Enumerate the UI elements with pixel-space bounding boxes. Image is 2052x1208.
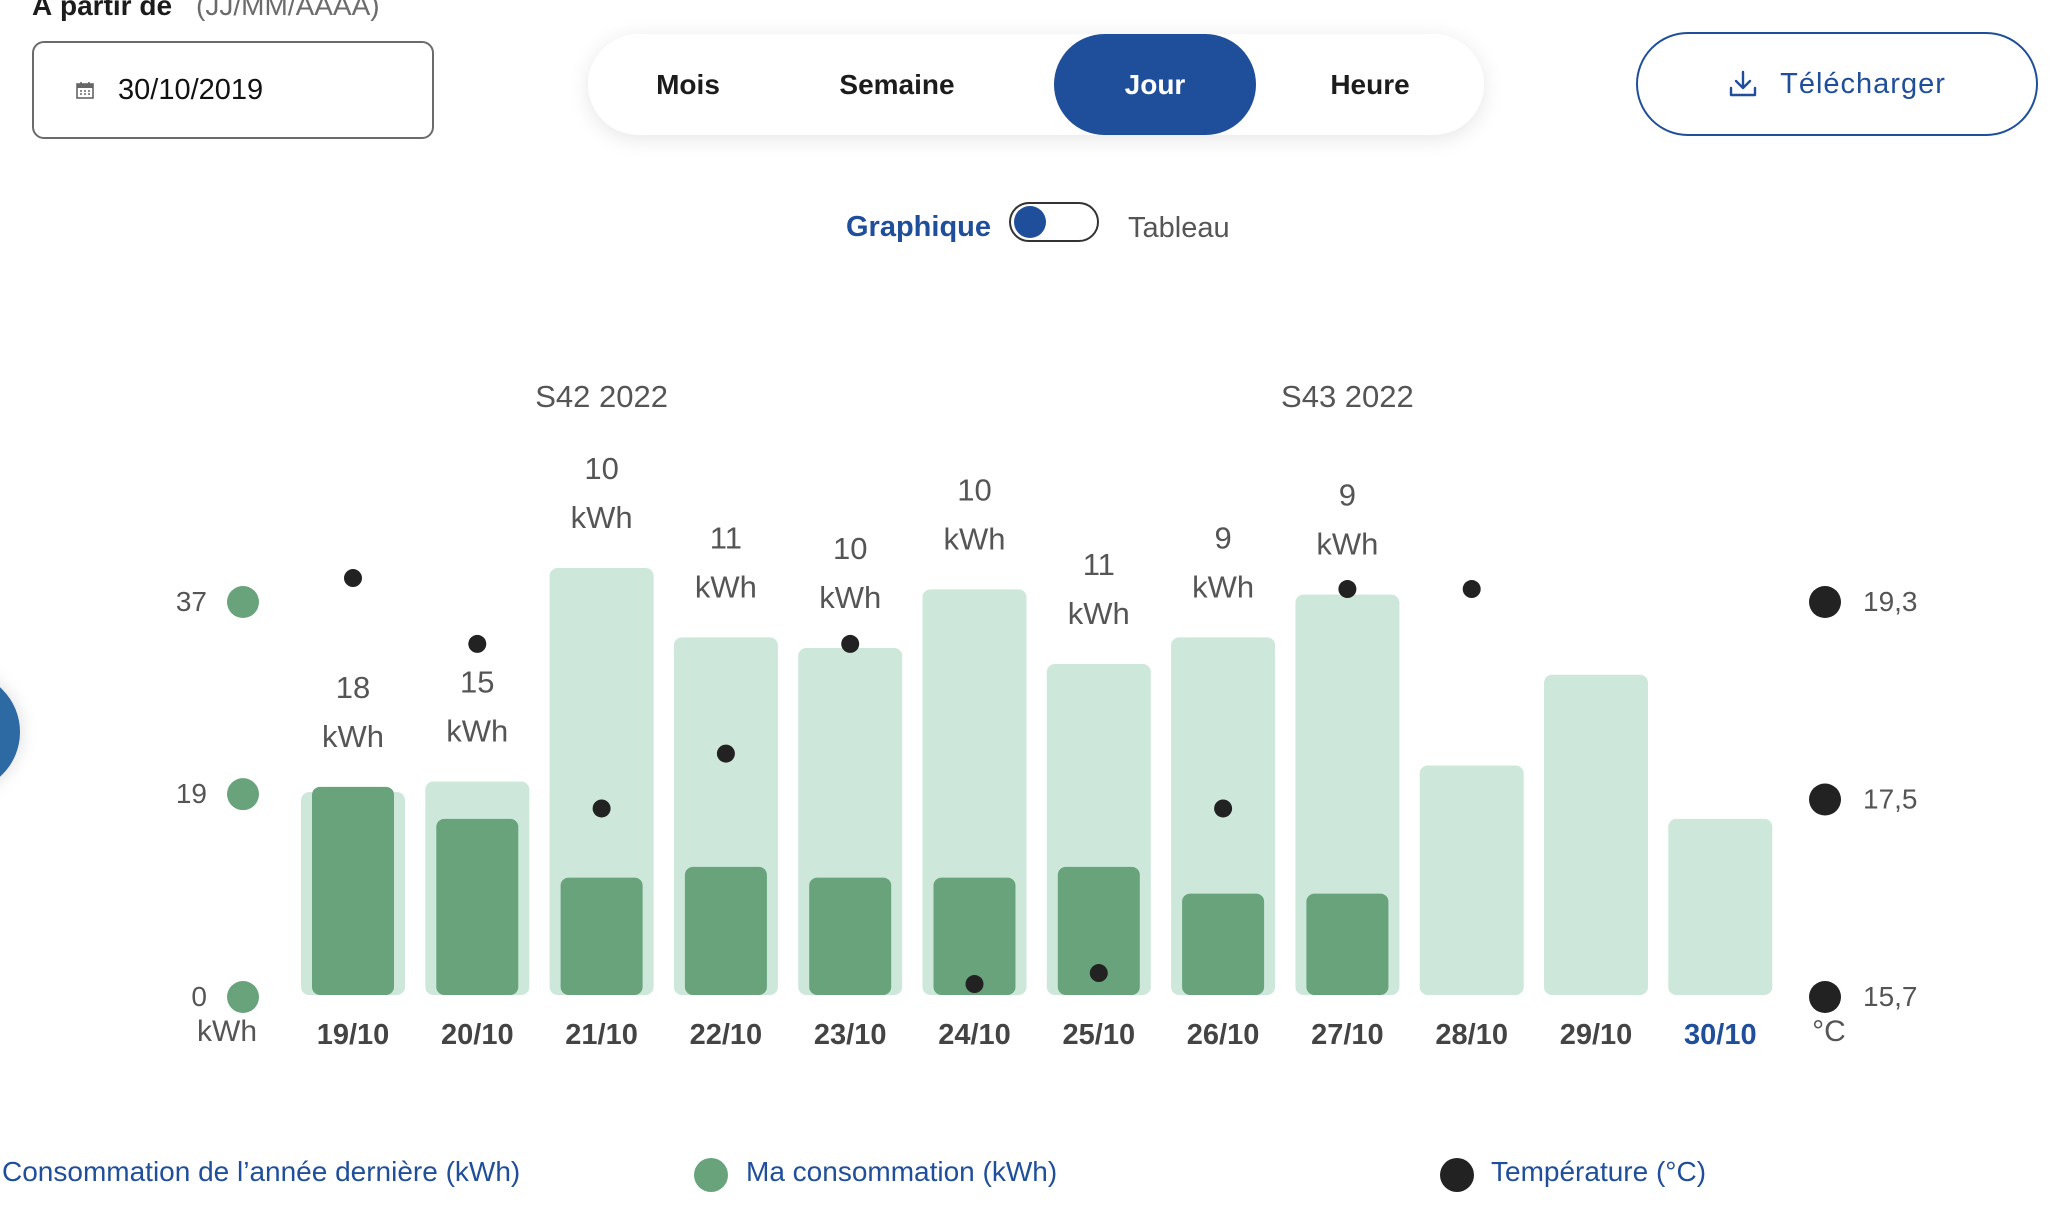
x-tick-label: 21/10 <box>565 1019 638 1051</box>
y-left-tick-marker <box>227 586 259 618</box>
view-graph-label[interactable]: Graphique <box>846 211 992 243</box>
y-left-tick-marker <box>227 778 259 811</box>
temperature-dot <box>468 634 487 653</box>
y-right-axis-label: °C <box>1812 1015 1846 1048</box>
temperature-dot <box>965 975 984 994</box>
value-label: 11 <box>1083 547 1115 582</box>
legend-last-year: Consommation de l’année dernière (kWh) <box>2 1156 521 1187</box>
y-left-tick-marker <box>227 981 259 1013</box>
x-tick-label: 23/10 <box>814 1019 887 1051</box>
tab-heure[interactable]: Heure <box>1330 68 1410 100</box>
x-tick-label: 24/10 <box>938 1019 1011 1051</box>
temperature-dot <box>1214 799 1233 818</box>
legend-dot-temperature <box>1440 1158 1474 1192</box>
date-label-text: À partir de <box>32 0 173 21</box>
tab-jour[interactable]: Jour <box>1054 34 1256 135</box>
download-label: Télécharger <box>1780 67 1946 100</box>
my-consumption-bar <box>809 877 892 995</box>
my-consumption-bar <box>1306 893 1389 995</box>
value-unit-label: kWh <box>819 580 881 615</box>
x-tick-label: 25/10 <box>1063 1019 1136 1051</box>
temperature-dot <box>1338 580 1357 599</box>
x-tick-label: 30/10 <box>1684 1019 1757 1051</box>
value-label: 9 <box>1214 520 1231 555</box>
x-tick-label: 28/10 <box>1435 1019 1508 1051</box>
my-consumption-bar <box>312 786 394 995</box>
date-format-hint: (JJ/MM/AAAA) <box>196 0 380 21</box>
period-tabs: Mois Semaine Jour Heure <box>588 34 1484 135</box>
value-label: 11 <box>710 520 742 555</box>
value-label: 10 <box>584 451 618 486</box>
x-tick-label: 26/10 <box>1187 1019 1260 1051</box>
y-right-tick-marker <box>1809 783 1841 816</box>
last-year-bar <box>1668 818 1773 995</box>
value-unit-label: kWh <box>1068 596 1130 631</box>
value-unit-label: kWh <box>695 569 757 604</box>
y-left-axis-label: kWh <box>197 1015 257 1048</box>
y-right-tick-label: 19,3 <box>1863 586 1918 617</box>
temperature-dot <box>716 744 735 763</box>
y-right-tick-marker <box>1809 586 1841 618</box>
y-right-tick-label: 15,7 <box>1863 981 1918 1012</box>
week-label: S43 2022 <box>1281 379 1414 414</box>
x-tick-label: 20/10 <box>441 1019 514 1051</box>
y-right-tick-label: 17,5 <box>1863 784 1918 815</box>
date-input[interactable]: 30/10/2019 <box>32 41 434 139</box>
y-left-tick-label: 0 <box>191 981 207 1012</box>
value-label: 10 <box>957 472 991 507</box>
y-left-tick-label: 19 <box>176 778 207 809</box>
value-unit-label: kWh <box>1316 527 1378 562</box>
x-tick-label: 29/10 <box>1560 1019 1633 1051</box>
value-label: 15 <box>460 664 494 699</box>
value-label: 9 <box>1339 478 1356 513</box>
last-year-bar <box>1419 765 1524 995</box>
download-icon <box>1729 70 1757 97</box>
value-unit-label: kWh <box>1192 569 1254 604</box>
my-consumption-bar <box>436 818 519 995</box>
value-unit-label: kWh <box>446 713 508 748</box>
week-label: S42 2022 <box>535 379 668 414</box>
value-unit-label: kWh <box>944 521 1006 556</box>
y-left-tick-label: 37 <box>176 586 207 617</box>
value-unit-label: kWh <box>571 500 633 535</box>
x-tick-label: 27/10 <box>1311 1019 1384 1051</box>
temperature-dot <box>592 799 611 818</box>
x-tick-label: 19/10 <box>317 1019 390 1051</box>
legend-my-consumption: Ma consommation (kWh) <box>746 1156 1058 1187</box>
toggle-knob <box>1014 206 1046 238</box>
temperature-dot <box>344 569 362 588</box>
view-toggle-switch[interactable] <box>1009 202 1099 242</box>
y-right-tick-marker <box>1809 981 1841 1013</box>
date-field-label: À partir de (JJ/MM/AAAA) <box>32 0 380 22</box>
my-consumption-bar <box>684 866 767 995</box>
temperature-dot <box>1462 580 1481 599</box>
x-tick-label: 22/10 <box>690 1019 763 1051</box>
temperature-dot <box>841 634 860 653</box>
my-consumption-bar <box>933 877 1016 995</box>
my-consumption-bar <box>1182 893 1265 995</box>
calendar-icon <box>76 82 94 99</box>
last-year-bar <box>1544 674 1648 995</box>
date-value: 30/10/2019 <box>118 73 264 106</box>
value-label: 10 <box>833 531 867 566</box>
value-label: 18 <box>336 670 370 705</box>
download-button[interactable]: Télécharger <box>1636 32 2038 136</box>
temperature-dot <box>1089 964 1108 983</box>
legend-dot-my-consumption <box>694 1158 728 1192</box>
tab-mois[interactable]: Mois <box>656 68 720 100</box>
tab-semaine[interactable]: Semaine <box>839 68 955 100</box>
my-consumption-bar <box>560 877 643 995</box>
value-unit-label: kWh <box>322 719 384 754</box>
legend-temperature: Température (°C) <box>1491 1156 1707 1187</box>
my-consumption-bar <box>1057 866 1140 995</box>
view-table-label[interactable]: Tableau <box>1128 212 1230 244</box>
consumption-chart: S42 2022 S43 2022 18 kWh 15 kWh 10 kWh 11 kWh 10 kW… <box>176 379 1918 1051</box>
